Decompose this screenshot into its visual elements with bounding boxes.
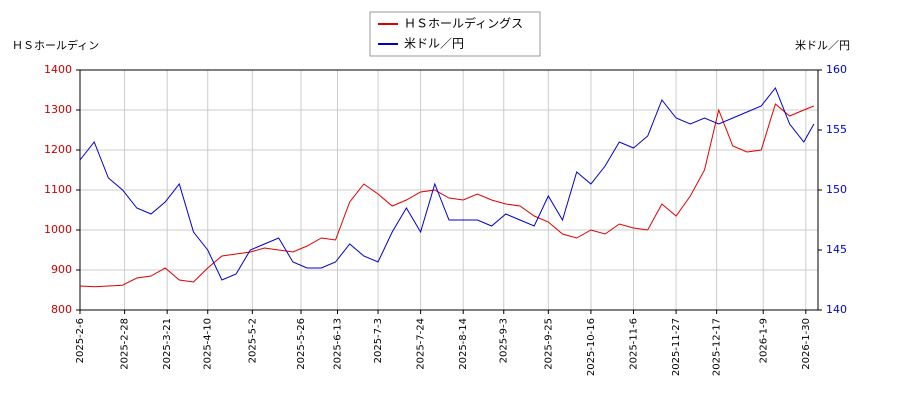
x-tick-label: 2026-1-9 [758,318,769,363]
x-tick-label: 2025-9-25 [543,318,554,370]
x-tick-label: 2025-8-14 [458,318,469,370]
x-tick-label: 2025-4-10 [203,318,214,370]
y-tick-label: 900 [51,263,72,276]
x-tick-label: 2026-1-30 [801,318,812,370]
y-axis-label: ＨＳホールディン [12,38,99,52]
y2-tick-label: 145 [826,243,847,256]
x-tick-label: 2025-2-6 [75,318,86,363]
y-tick-label: 1400 [44,63,72,76]
y-tick-label: 800 [51,303,72,316]
legend-box [369,11,541,57]
y-tick-label: 1200 [44,143,72,156]
y2-tick-label: 160 [826,63,847,76]
series-line [79,87,815,281]
x-tick-label: 2025-7-3 [373,318,384,363]
x-tick-label: 2025-6-13 [332,318,343,370]
y2-tick-label: 150 [826,183,847,196]
y-tick-label: 1100 [44,183,72,196]
legend-label: ＨＳホールディングス [404,16,523,31]
y-tick-label: 1300 [44,103,72,116]
x-tick-label: 2025-11-27 [671,318,682,376]
legend-label: 米ドル／円 [404,37,464,51]
plot-frame [79,69,819,311]
x-tick-label: 2025-3-21 [162,318,173,370]
y2-axis-label: 米ドル／円 [795,39,850,52]
x-tick-label: 2025-5-26 [296,318,307,370]
y-tick-label: 1000 [44,223,72,236]
x-tick-label: 2025-12-17 [712,318,723,376]
x-tick-label: 2025-9-3 [499,318,510,363]
x-tick-label: 2025-2-28 [120,318,131,370]
y2-tick-label: 140 [826,303,847,316]
x-tick-label: 2025-10-16 [586,318,597,376]
x-tick-label: 2025-11-6 [629,318,640,370]
x-tick-label: 2025-5-2 [247,318,258,363]
x-tick-label: 2025-7-24 [416,318,427,370]
y2-tick-label: 155 [826,123,847,136]
series-line [79,103,815,288]
